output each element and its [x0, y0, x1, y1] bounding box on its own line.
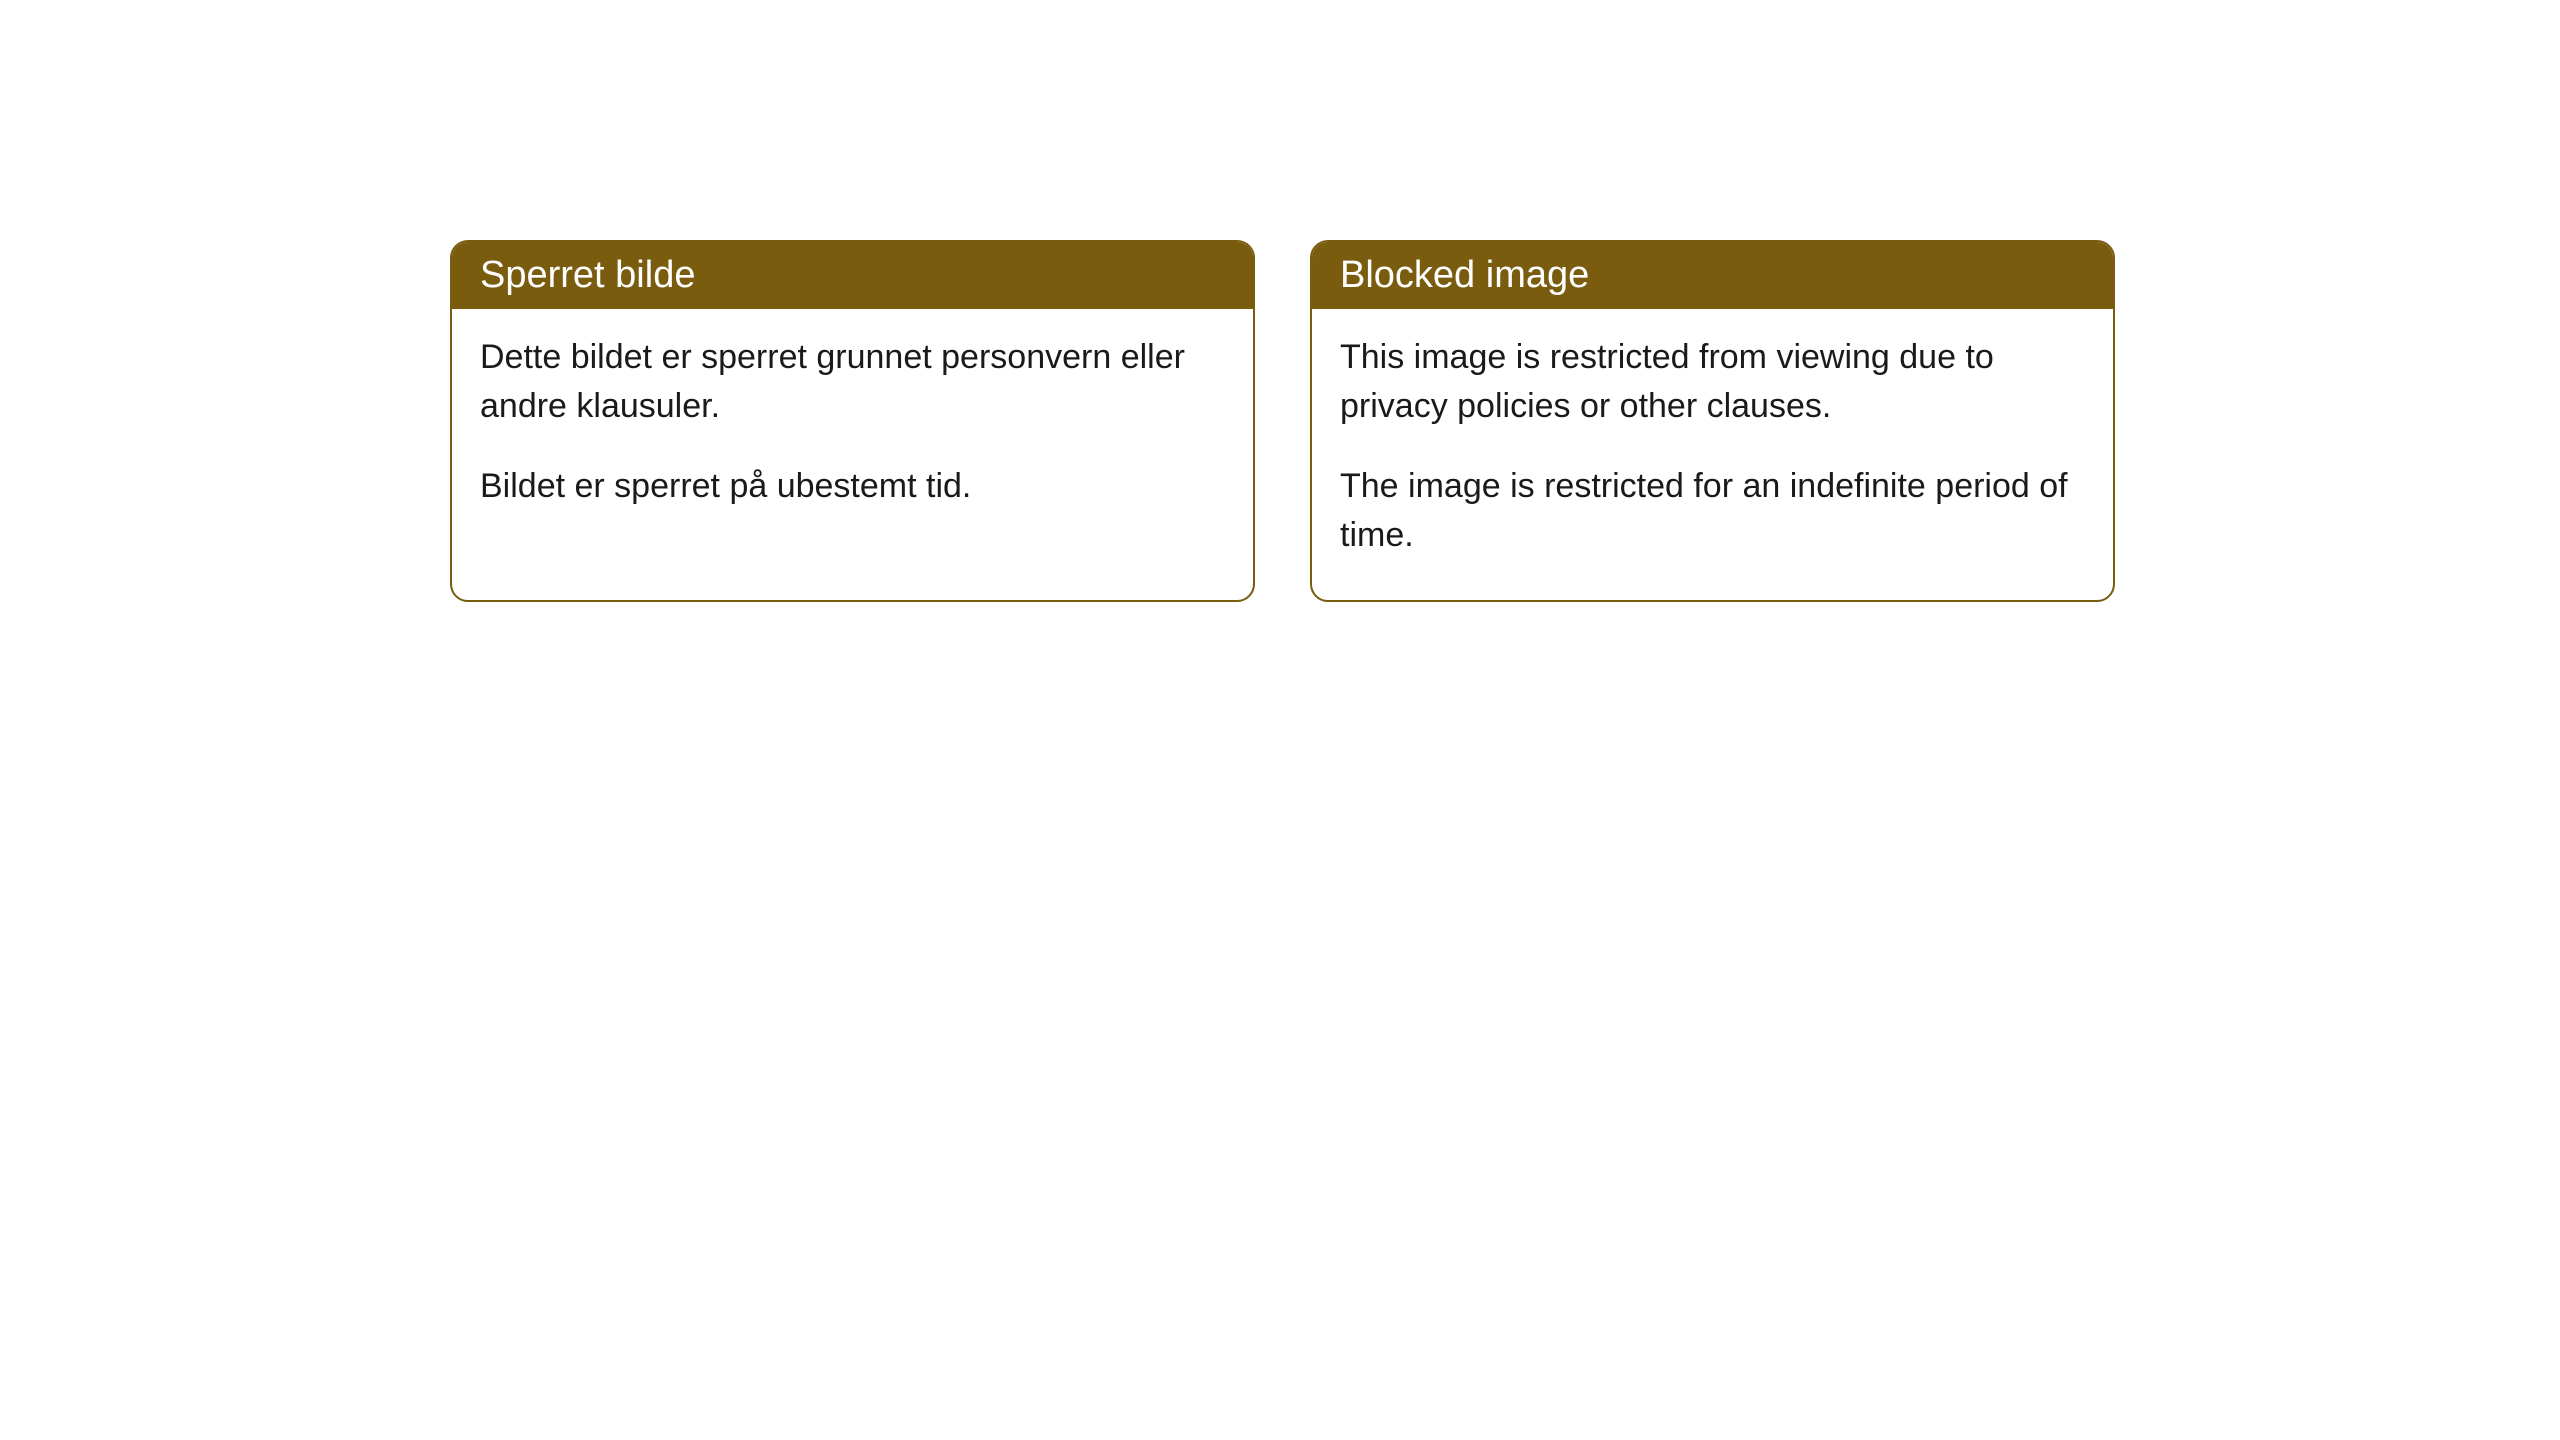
notice-card-english: Blocked image This image is restricted f…	[1310, 240, 2115, 602]
notice-header: Blocked image	[1312, 242, 2113, 309]
notice-paragraph-1: Dette bildet er sperret grunnet personve…	[480, 333, 1225, 432]
notice-container: Sperret bilde Dette bildet er sperret gr…	[450, 240, 2115, 602]
notice-header: Sperret bilde	[452, 242, 1253, 309]
notice-paragraph-1: This image is restricted from viewing du…	[1340, 333, 2085, 432]
notice-body: This image is restricted from viewing du…	[1312, 309, 2113, 600]
notice-paragraph-2: The image is restricted for an indefinit…	[1340, 462, 2085, 561]
notice-card-norwegian: Sperret bilde Dette bildet er sperret gr…	[450, 240, 1255, 602]
notice-paragraph-2: Bildet er sperret på ubestemt tid.	[480, 462, 1225, 511]
notice-body: Dette bildet er sperret grunnet personve…	[452, 309, 1253, 551]
